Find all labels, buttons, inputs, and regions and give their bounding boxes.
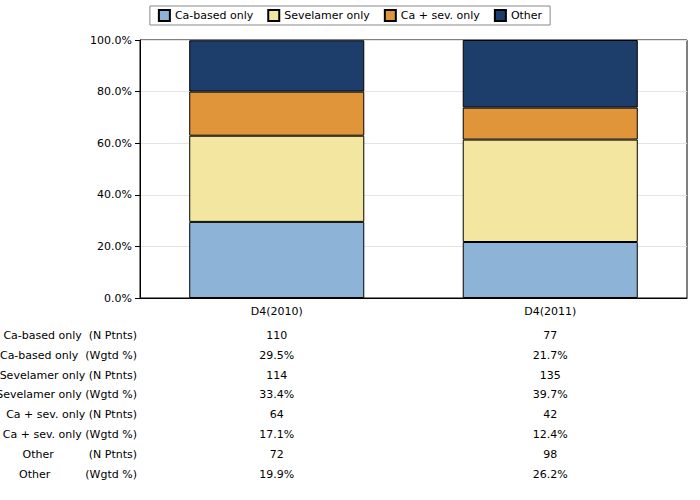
html-text:64: 64	[269, 408, 284, 422]
svg-text:80.0%: 80.0%	[97, 85, 132, 98]
html-text:26.2%: 26.2%	[532, 467, 568, 481]
svg-text:Ca + sev. only: Ca + sev. only	[401, 9, 481, 22]
html-text:17.1%: 17.1%	[259, 428, 295, 441]
html-text:Sevelamer only (N Ptnts): Sevelamer only (N Ptnts)	[0, 368, 137, 382]
html-text:Ca + sev. only (Wgtd %): Ca + sev. only (Wgtd %)	[2, 428, 137, 441]
svg-text:D4(2010): D4(2010)	[251, 305, 303, 318]
svg-text:60.0%: 60.0%	[97, 137, 132, 150]
svg-text:20.0%: 20.0%	[97, 240, 132, 253]
html-text:114: 114	[266, 368, 288, 382]
svg-text:Other: Other	[511, 9, 543, 22]
html-text:Other (N Ptnts): Other (N Ptnts)	[22, 447, 137, 461]
svg-text:D4(2011): D4(2011)	[524, 305, 576, 318]
svg-text:40.0%: 40.0%	[97, 188, 132, 201]
html-text:110: 110	[266, 329, 288, 342]
html-text:98: 98	[543, 447, 558, 461]
html-text:Ca + sev. only (N Ptnts): Ca + sev. only (N Ptnts)	[6, 408, 137, 422]
html-text:Ca-based only (N Ptnts): Ca-based only (N Ptnts)	[3, 329, 137, 342]
svg-text:Sevelamer only: Sevelamer only	[284, 9, 370, 22]
html-text:42: 42	[543, 408, 558, 422]
html-text:19.9%: 19.9%	[259, 467, 295, 481]
html-text:135: 135	[539, 368, 561, 382]
svg-text:0.0%: 0.0%	[104, 292, 132, 305]
html-text:21.7%: 21.7%	[532, 348, 568, 362]
svg-text:100.0%: 100.0%	[90, 34, 132, 47]
html-text:Other (Wgtd %): Other (Wgtd %)	[19, 467, 137, 481]
svg-text:Ca-based only: Ca-based only	[175, 9, 254, 22]
html-text:72: 72	[269, 447, 284, 461]
html-text:77: 77	[543, 329, 558, 342]
html-text:29.5%: 29.5%	[259, 348, 295, 362]
html-text:39.7%: 39.7%	[532, 388, 568, 402]
html-text:33.4%: 33.4%	[259, 388, 295, 402]
html-text:Ca-based only (Wgtd %): Ca-based only (Wgtd %)	[0, 348, 137, 362]
html-text:12.4%: 12.4%	[532, 428, 568, 441]
